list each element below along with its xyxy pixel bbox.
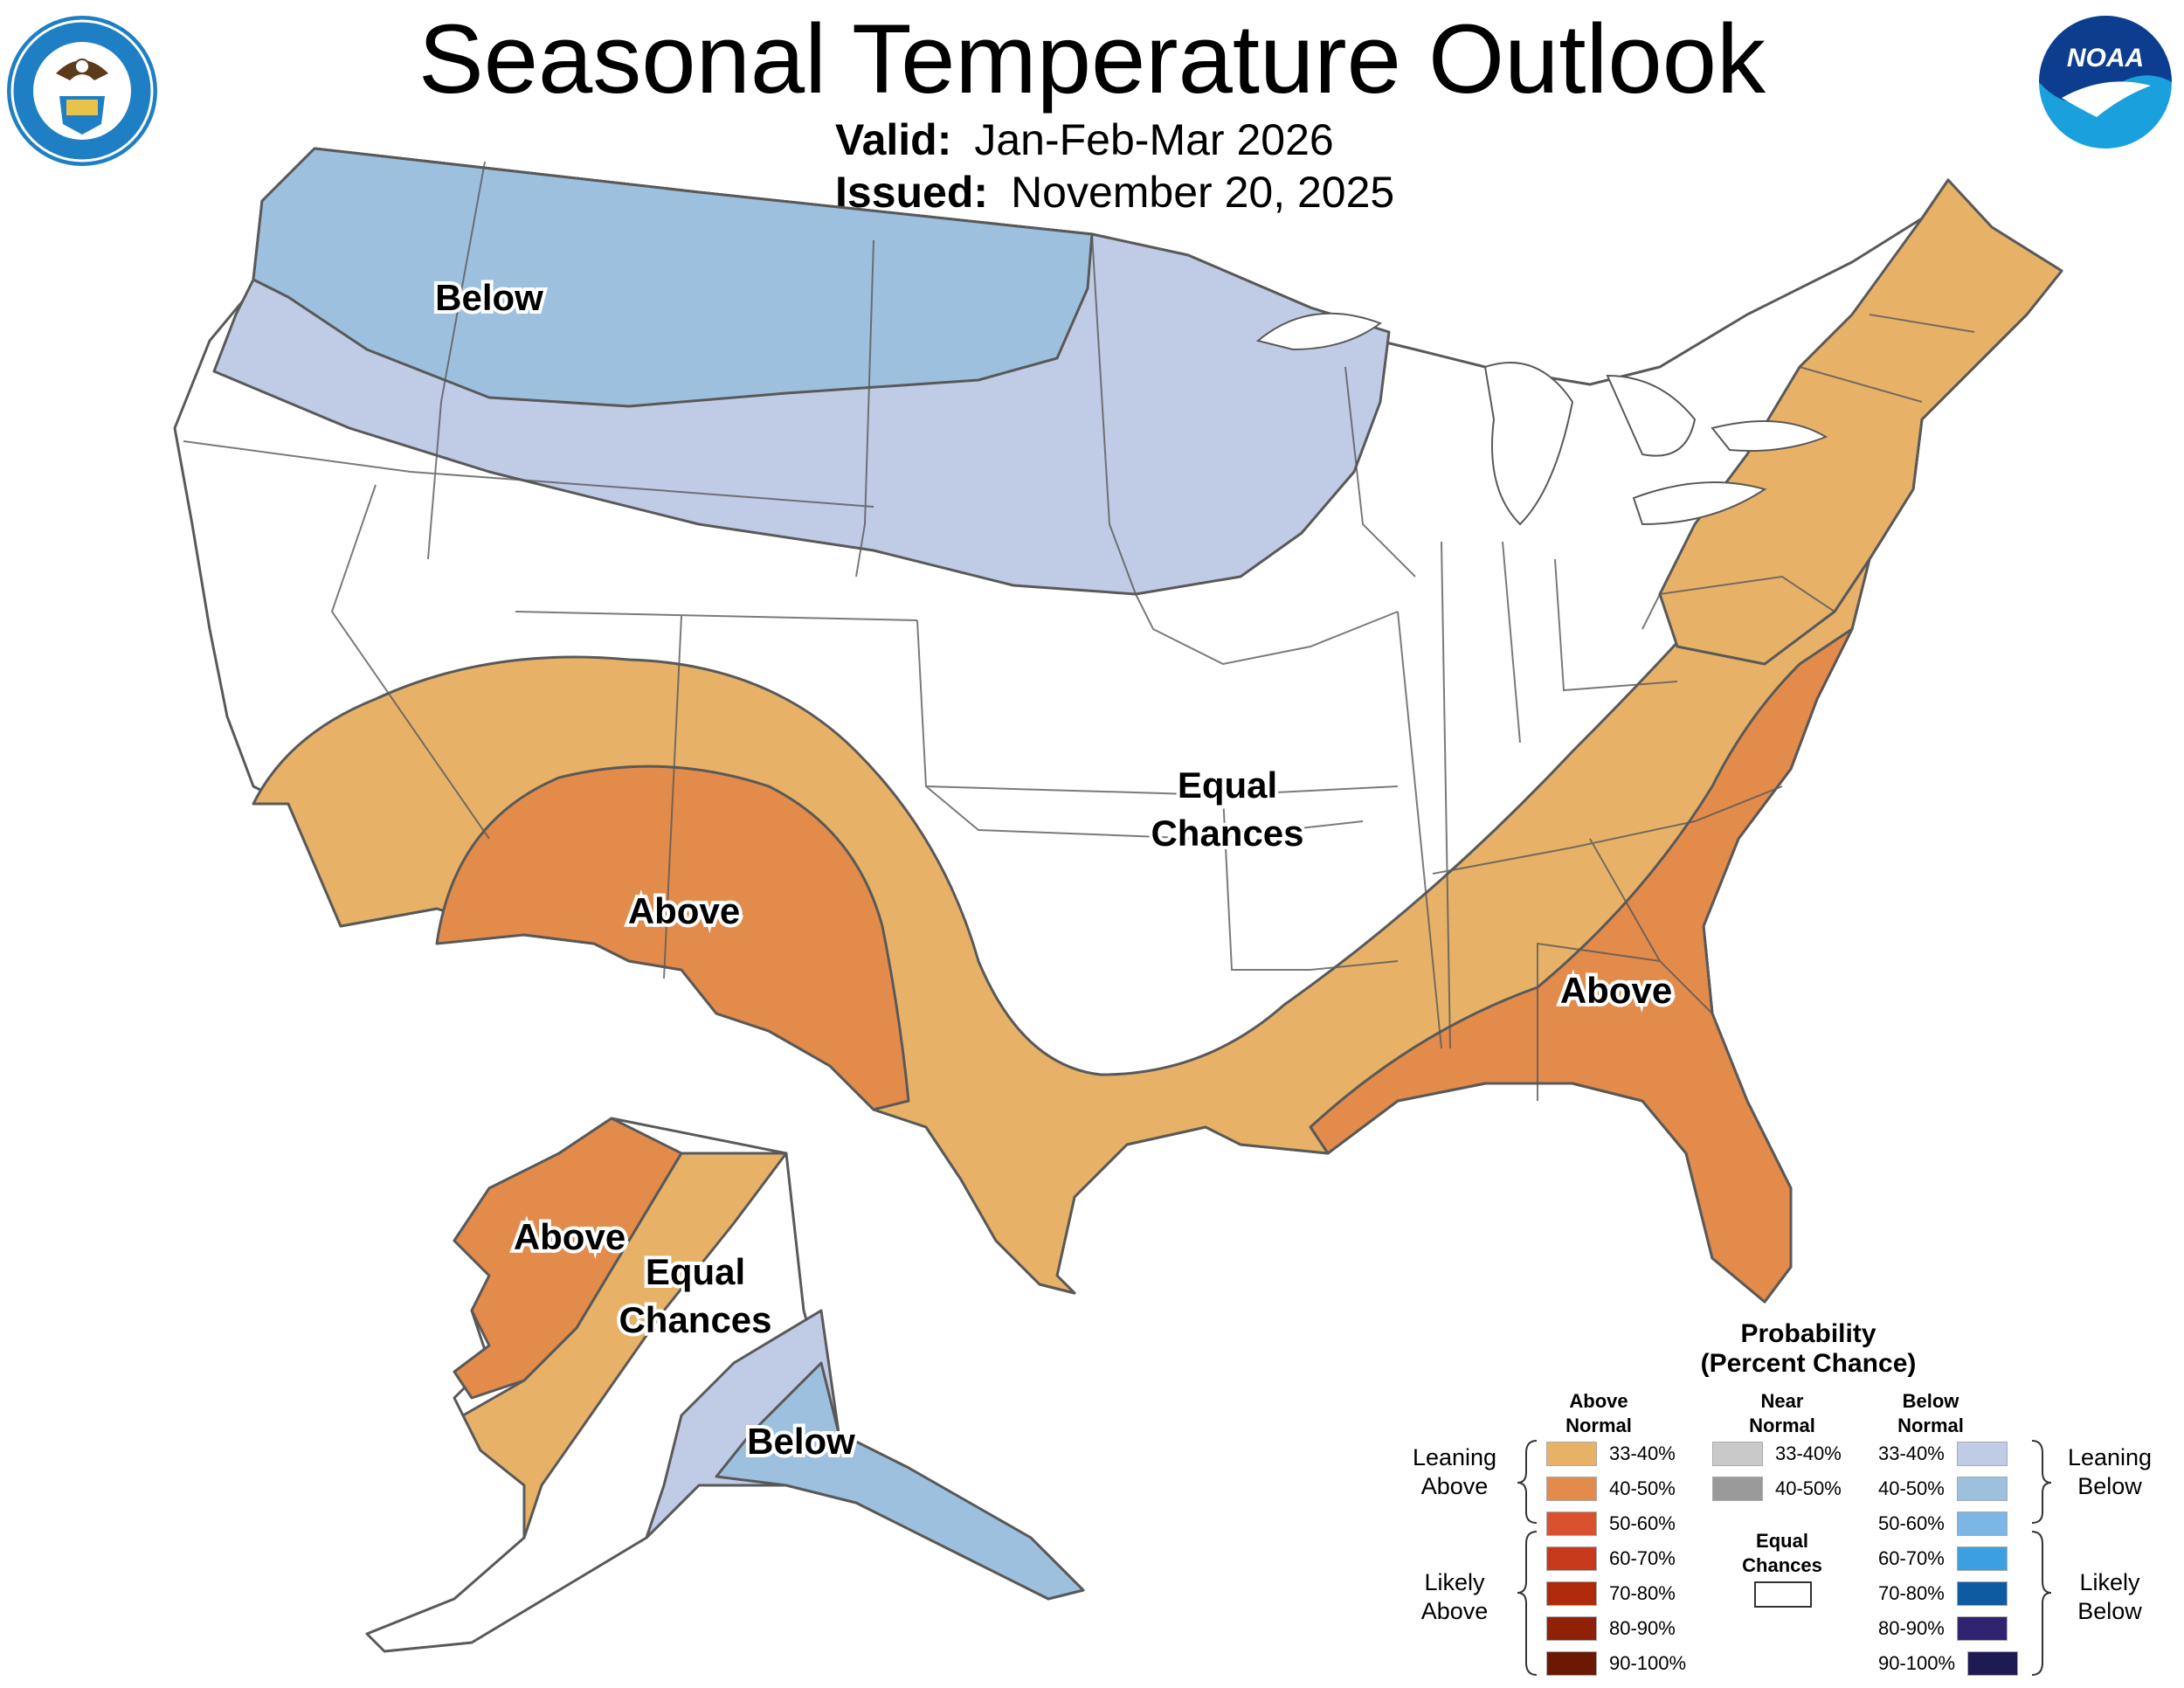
legend-below-row: 40-50% [1878, 1477, 2008, 1501]
legend-above-row: 40-50% [1546, 1477, 1676, 1501]
legend-below-pct: 90-100% [1878, 1652, 1956, 1674]
legend-title-line1: Probability [1740, 1319, 1876, 1348]
legend-brace-below [2031, 1440, 2052, 1676]
issued-value: November 20, 2025 [1011, 168, 1395, 217]
legend-above-pct: 40-50% [1609, 1477, 1676, 1499]
legend-below-pct: 70-80% [1878, 1582, 1945, 1604]
legend-above-row: 80-90% [1546, 1616, 1676, 1641]
conus-above-east-label: Above [1560, 970, 1672, 1011]
legend-above-row: 90-100% [1546, 1651, 1686, 1676]
valid-value: Jan-Feb-Mar 2026 [974, 115, 1334, 164]
conus-below-40-area [252, 147, 1094, 408]
legend-above-row: 50-60% [1546, 1512, 1676, 1536]
legend-below-swatch [1967, 1651, 2019, 1676]
legend-below-pct: 40-50% [1878, 1477, 1945, 1499]
legend-leaning-above-line2: Above [1420, 1473, 1489, 1499]
legend-leaning-above-label: Leaning Above [1398, 1443, 1511, 1501]
legend-above-row: 60-70% [1546, 1546, 1676, 1571]
legend-below-swatch [1956, 1546, 2008, 1571]
legend-near-swatch [1712, 1442, 1763, 1466]
conus-below-label: Below [435, 277, 543, 318]
legend-above-pct: 50-60% [1609, 1512, 1676, 1534]
alaska-equal-label-line2: Chances [619, 1299, 771, 1340]
legend-below-pct: 60-70% [1878, 1547, 1945, 1569]
legend-below-row: 90-100% [1878, 1651, 2019, 1676]
noaa-logo-text: NOAA [2067, 44, 2144, 73]
legend-below-pct: 50-60% [1878, 1512, 1945, 1534]
legend-below-row: 70-80% [1878, 1581, 2008, 1606]
legend-leaning-below-line1: Leaning [2067, 1444, 2153, 1470]
legend-near-header: Near Normal [1749, 1390, 1815, 1436]
legend-title: Probability (Percent Chance) [1660, 1319, 1957, 1379]
legend-below-header: Below Normal [1897, 1390, 1964, 1436]
noaa-logo-icon: NOAA [2039, 16, 2172, 149]
legend-likely-below-line1: Likely [2079, 1569, 2140, 1595]
legend-above-swatch [1546, 1651, 1597, 1676]
legend-equal-header: Equal Chances [1742, 1530, 1822, 1576]
conus-equal-label-line1: Equal [1178, 764, 1277, 806]
legend-above-pct: 60-70% [1609, 1547, 1676, 1569]
legend-below-row: 80-90% [1878, 1616, 2008, 1641]
legend-leaning-below-label: Leaning Below [2053, 1443, 2167, 1501]
legend-below-swatch [1956, 1477, 2008, 1501]
page-title: Seasonal Temperature Outlook [418, 4, 1766, 114]
legend-above-row: 70-80% [1546, 1581, 1676, 1606]
alaska-below-label: Below [747, 1421, 855, 1462]
legend-below-swatch [1956, 1512, 2008, 1536]
legend-above-swatch [1546, 1442, 1597, 1466]
legend-above-swatch [1546, 1616, 1597, 1641]
northeast-lean-above-area [1658, 178, 2063, 666]
legend-near-row: 33-40% [1712, 1442, 1842, 1466]
legend-above-pct: 90-100% [1609, 1652, 1687, 1674]
legend-brace-above [1517, 1440, 1538, 1676]
legend-above-pct: 80-90% [1609, 1617, 1676, 1639]
legend-near-pct: 40-50% [1775, 1477, 1842, 1499]
legend-likely-above-line1: Likely [1424, 1569, 1485, 1595]
legend-below-swatch [1956, 1616, 2008, 1641]
legend-below-row: 50-60% [1878, 1512, 2008, 1536]
alaska-below-40-area [715, 1361, 1085, 1601]
legend-title-line2: (Percent Chance) [1700, 1349, 1917, 1378]
conus-above-west-label: Above [628, 890, 740, 931]
legend-below-pct: 33-40% [1878, 1442, 1945, 1464]
legend-near-swatch [1712, 1477, 1763, 1501]
legend-likely-below-label: Likely Below [2053, 1568, 2167, 1626]
legend-above-swatch [1546, 1512, 1597, 1536]
doc-seal-icon [7, 16, 157, 166]
legend-above-swatch [1546, 1581, 1597, 1606]
legend-below-row: 60-70% [1878, 1546, 2008, 1571]
southwest-above-40-area [435, 764, 910, 1111]
legend-below-swatch [1956, 1581, 2008, 1606]
legend-equal-swatch [1754, 1581, 1812, 1608]
legend-above-row: 33-40% [1546, 1442, 1676, 1466]
legend-leaning-above-line1: Leaning [1412, 1444, 1497, 1470]
legend-below-row: 33-40% [1878, 1442, 2008, 1466]
legend-near-row: 40-50% [1712, 1477, 1842, 1501]
legend-likely-above-line2: Above [1420, 1598, 1489, 1624]
legend-near-pct: 33-40% [1775, 1442, 1842, 1464]
legend-below-pct: 80-90% [1878, 1617, 1945, 1639]
legend-above-swatch [1546, 1477, 1597, 1501]
legend-above-pct: 33-40% [1609, 1442, 1676, 1464]
alaska-equal-label-line1: Equal [646, 1251, 745, 1292]
legend-above-swatch [1546, 1546, 1597, 1571]
alaska-lean-above-area [461, 1152, 788, 1539]
legend-leaning-below-line2: Below [2077, 1473, 2142, 1499]
legend-likely-below-line2: Below [2077, 1598, 2142, 1624]
conus-equal-label-line2: Chances [1151, 813, 1303, 854]
legend-above-header: Above Normal [1565, 1390, 1632, 1436]
legend-below-swatch [1956, 1442, 2008, 1466]
legend-above-pct: 70-80% [1609, 1582, 1676, 1604]
alaska-above-label: Above [514, 1216, 625, 1257]
legend-likely-above-label: Likely Above [1398, 1568, 1511, 1626]
valid-label: Valid: [835, 115, 952, 164]
valid-line: Valid: Jan-Feb-Mar 2026 [835, 115, 1334, 164]
